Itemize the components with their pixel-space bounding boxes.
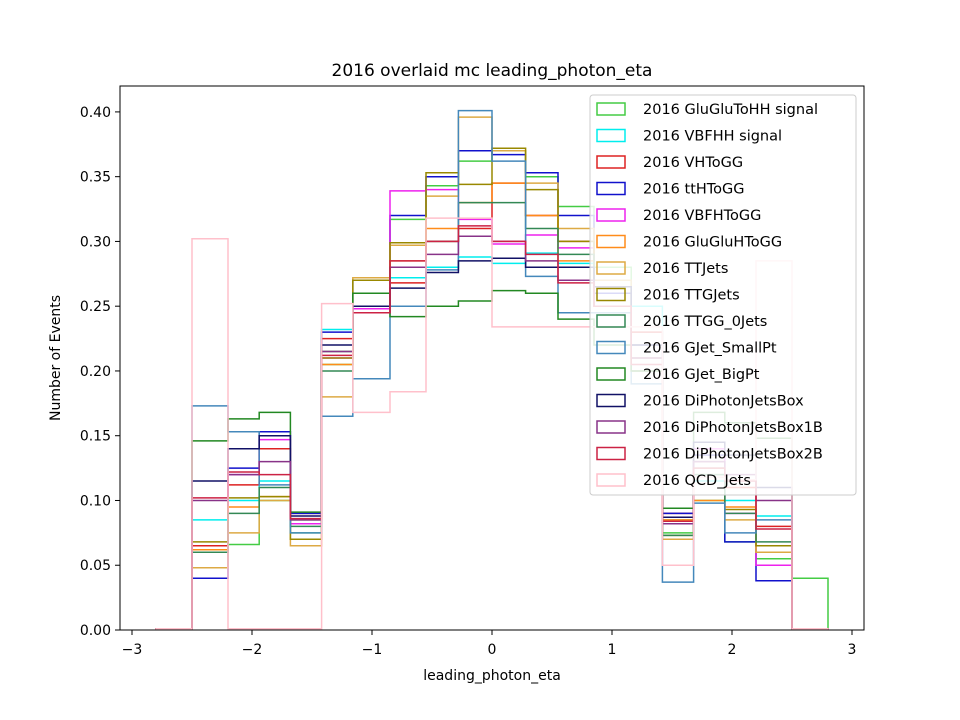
legend-entry: 2016 GluGluToHH signal [643, 102, 818, 118]
y-tick-label: 0.35 [80, 170, 111, 186]
legend-swatch [596, 102, 626, 116]
legend-swatch [596, 367, 626, 381]
y-axis-label: Number of Events [48, 295, 64, 421]
legend-entry: 2016 DiPhotonJetsBox [643, 394, 804, 410]
legend-box [589, 94, 857, 496]
x-tick-label: 0 [488, 642, 497, 658]
legend-entry: 2016 ttHToGG [643, 182, 745, 198]
legend-swatch [596, 208, 626, 222]
x-tick-label: 1 [608, 642, 617, 658]
legend-entry: 2016 DiPhotonJetsBox2B [643, 447, 823, 463]
legend-swatch [596, 473, 626, 487]
legend-entry: 2016 GluGluHToGG [643, 235, 782, 251]
legend-swatch [596, 155, 626, 169]
y-tick-label: 0.00 [80, 623, 111, 639]
x-tick-label: 2 [728, 642, 737, 658]
x-tick-label: −3 [122, 642, 143, 658]
legend-entry: 2016 TTGG_0Jets [643, 314, 767, 330]
x-tick-label: −2 [242, 642, 263, 658]
legend-entry: 2016 QCD_Jets [643, 473, 751, 489]
legend-swatch [596, 420, 626, 434]
y-tick-label: 0.30 [80, 234, 111, 250]
y-tick-label: 0.25 [80, 299, 111, 315]
legend-entry: 2016 VBFHToGG [643, 208, 761, 224]
legend-swatch [596, 234, 626, 249]
legend-entry: 2016 VBFHH signal [643, 129, 782, 145]
x-tick-label: 3 [848, 642, 857, 658]
legend-entry: 2016 DiPhotonJetsBox1B [643, 420, 823, 436]
legend-swatch [596, 261, 626, 275]
legend-entry: 2016 VHToGG [643, 155, 743, 171]
y-tick-label: 0.20 [80, 364, 111, 380]
x-tick-label: −1 [362, 642, 383, 658]
legend-swatch [596, 446, 626, 461]
y-tick-label: 0.05 [80, 558, 111, 574]
legend-entry: 2016 GJet_BigPt [643, 367, 760, 383]
y-axis: 0.00 0.05 0.10 0.15 0.20 0.25 0.30 0.35 0.40 [80, 105, 120, 639]
legend-swatch [596, 181, 626, 196]
legend-swatch [596, 393, 626, 408]
legend-swatch [596, 314, 626, 328]
legend-entry: 2016 TTGJets [643, 288, 740, 304]
legend-swatch [596, 128, 626, 143]
chart-title: 2016 overlaid mc leading_photon_eta [332, 61, 653, 81]
legend-entry: 2016 TTJets [643, 261, 728, 277]
legend: 2016 GluGluToHH signal 2016 VBFHH signal 2… [589, 94, 857, 496]
legend-entry: 2016 GJet_SmallPt [643, 341, 777, 357]
y-tick-label: 0.10 [80, 493, 111, 509]
y-tick-label: 0.15 [80, 429, 111, 445]
legend-swatch [596, 340, 626, 355]
legend-swatch [596, 287, 626, 302]
x-axis: −3 −2 −1 0 1 2 3 [122, 630, 857, 658]
y-tick-label: 0.40 [80, 105, 111, 121]
x-axis-label: leading_photon_eta [423, 668, 561, 684]
